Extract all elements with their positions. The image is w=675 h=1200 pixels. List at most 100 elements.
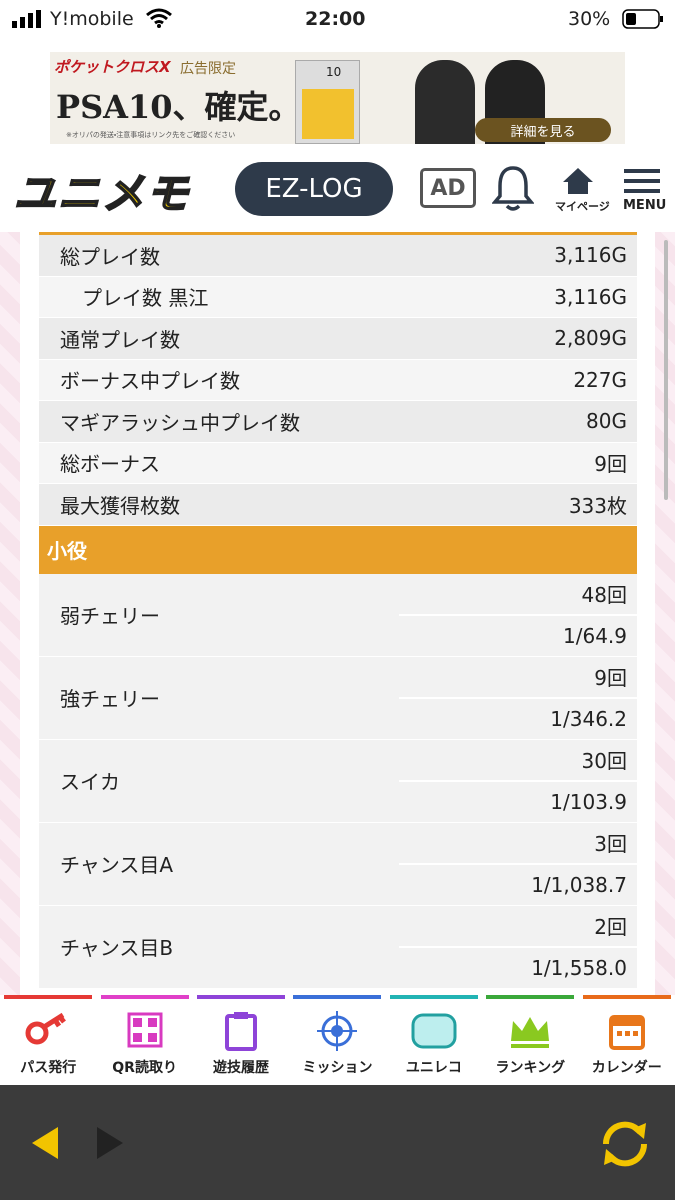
battery-percent: 30%	[568, 8, 611, 30]
nav-label: QR読取り	[112, 1060, 177, 1076]
nav-item[interactable]: 遊技履歴	[197, 995, 286, 1085]
stat-row: マギアラッシュ中プレイ数 80G	[39, 401, 637, 443]
stat-row: プレイ数 黒江 3,116G	[39, 276, 637, 318]
stat-value: 9回	[594, 452, 627, 477]
time: 22:00	[305, 8, 366, 30]
key-icon	[25, 1012, 67, 1045]
carrier: Y!mobile	[50, 8, 134, 30]
crown-icon	[511, 1017, 550, 1048]
nav-item[interactable]: ユニレコ	[389, 995, 478, 1085]
stat-value: 80G	[586, 409, 627, 434]
nav-label: ミッション	[302, 1060, 373, 1076]
stat-label: プレイ数 黒江	[82, 286, 209, 311]
koyaku-values: 48回 1/64.9	[399, 574, 637, 656]
ad-note: ※オリパの発送・注意事項はリンク先をご確認ください	[66, 131, 236, 139]
card-image: 10	[295, 60, 360, 144]
battery-icon	[622, 9, 663, 29]
nav-item[interactable]: ランキング	[486, 995, 575, 1085]
status-bar: Y!mobile 22:00 30%	[0, 0, 675, 40]
stat-row: 総プレイ数 3,116G	[39, 235, 637, 277]
koyaku-row: 弱チェリー 48回 1/64.9	[39, 573, 637, 657]
qr-icon	[127, 1012, 163, 1048]
back-button[interactable]	[30, 1125, 60, 1161]
nav-label: ユニレコ	[405, 1060, 462, 1076]
koyaku-count: 3回	[399, 823, 637, 865]
koyaku-values: 9回 1/346.2	[399, 657, 637, 739]
stat-value: 333枚	[568, 493, 627, 518]
ad-headline: PSA10、確定。	[56, 88, 301, 126]
nav-label: パス発行	[20, 1060, 77, 1076]
stat-value: 2,809G	[554, 326, 627, 351]
stat-label: 最大獲得枚数	[60, 493, 180, 518]
scrollbar	[664, 240, 668, 500]
nav-item[interactable]: ミッション	[293, 995, 382, 1085]
stat-label: 通常プレイ数	[60, 327, 180, 352]
data-table: 総プレイ数 3,116G プレイ数 黒江 3,116G 通常プレイ数 2,809G ボーナス…	[39, 232, 637, 995]
reload-button[interactable]	[598, 1117, 652, 1171]
ad-brand: ポケットクロスX	[54, 58, 171, 76]
browser-bar	[0, 1085, 675, 1200]
stat-value: 3,116G	[554, 243, 627, 268]
person	[415, 60, 475, 144]
signal-icon	[12, 10, 41, 28]
koyaku-rate: 1/64.9	[563, 623, 627, 648]
ad-button-text: 詳細を見る	[510, 124, 576, 140]
koyaku-name: 弱チェリー	[60, 604, 160, 628]
stat-label: マギアラッシュ中プレイ数	[60, 410, 300, 435]
koyaku-row: 強チェリー 9回 1/346.2	[39, 656, 637, 740]
koyaku-count: 30回	[399, 740, 637, 782]
koyaku-values: 2回 1/1,558.0	[399, 906, 637, 988]
koyaku-name: チャンス目B	[60, 936, 174, 960]
ad-tag: 広告限定	[180, 61, 236, 77]
target-icon	[317, 1011, 358, 1051]
stat-label: 総プレイ数	[60, 244, 160, 269]
stat-row: 通常プレイ数 2,809G	[39, 318, 637, 360]
stat-label: 総ボーナス	[60, 452, 160, 477]
clipboard-icon	[225, 1012, 258, 1051]
card-art	[302, 89, 354, 139]
stat-row: ボーナス中プレイ数 227G	[39, 359, 637, 401]
koyaku-rate: 1/1,558.0	[531, 955, 627, 980]
mypage-label[interactable]: マイページ	[555, 200, 610, 213]
card-grade: 10	[326, 65, 342, 79]
nav-label: ランキング	[495, 1060, 566, 1076]
forward-button[interactable]	[95, 1125, 125, 1161]
header: ユニメモ EZ-LOG AD マイページ MENU	[0, 150, 675, 232]
ad-button[interactable]: 詳細を見る	[475, 118, 611, 142]
nav-item[interactable]: QR読取り	[100, 995, 189, 1085]
koyaku-count: 9回	[399, 657, 637, 699]
stat-value: 3,116G	[554, 284, 627, 309]
koyaku-row: スイカ 30回 1/103.9	[39, 739, 637, 823]
ad-badge[interactable]: AD	[420, 168, 476, 208]
koyaku-row: チャンス目B 2回 1/1,558.0	[39, 905, 637, 989]
ad-banner[interactable]: ポケットクロスX 広告限定 PSA10、確定。 ※オリパの発送・注意事項はリンク…	[50, 52, 625, 144]
stat-row: 最大獲得枚数 333枚	[39, 484, 637, 526]
koyaku-name: チャンス目A	[60, 853, 174, 877]
koyaku-row: チャンス目A 3回 1/1,038.7	[39, 822, 637, 906]
logo[interactable]: ユニメモ	[13, 168, 191, 219]
ezlog-text: EZ-LOG	[265, 174, 363, 204]
koyaku-name: 強チェリー	[60, 687, 160, 711]
koyaku-rate: 1/103.9	[550, 789, 627, 814]
menu-icon[interactable]	[624, 168, 662, 194]
nav-label: カレンダー	[591, 1060, 662, 1076]
nav-item[interactable]: カレンダー	[582, 995, 671, 1085]
ad-badge-text: AD	[430, 175, 466, 201]
koyaku-rate: 1/1,038.7	[531, 872, 627, 897]
stat-row: 総ボーナス 9回	[39, 442, 637, 484]
koyaku-rate: 1/346.2	[550, 706, 627, 731]
koyaku-values: 3回 1/1,038.7	[399, 823, 637, 905]
nav-item[interactable]: パス発行	[4, 995, 93, 1085]
koyaku-values: 30回 1/103.9	[399, 740, 637, 822]
section-header: 小役	[39, 525, 637, 574]
home-icon[interactable]	[561, 166, 595, 196]
wifi-icon	[146, 8, 172, 28]
bell-icon[interactable]	[492, 164, 534, 212]
ezlog-button[interactable]: EZ-LOG	[235, 162, 393, 216]
menu-label[interactable]: MENU	[623, 198, 667, 213]
koyaku-count: 2回	[399, 906, 637, 948]
nav-label: 遊技履歴	[213, 1060, 270, 1076]
stat-value: 227G	[573, 367, 627, 392]
calendar-icon	[608, 1015, 645, 1050]
